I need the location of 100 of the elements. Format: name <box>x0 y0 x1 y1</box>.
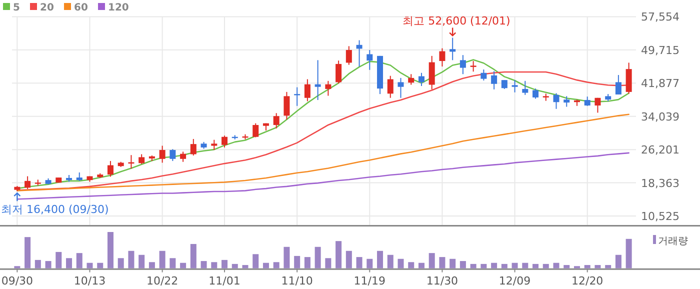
bar <box>460 261 466 268</box>
candlestick <box>626 62 632 94</box>
candlestick <box>553 92 560 110</box>
bar <box>418 262 424 268</box>
bar <box>232 264 238 268</box>
bar <box>107 232 114 268</box>
bar <box>512 262 518 268</box>
bar <box>408 262 414 268</box>
candlestick <box>439 48 446 68</box>
candlestick <box>594 97 601 114</box>
bar <box>148 262 155 268</box>
bar <box>76 253 82 268</box>
bar <box>24 237 31 268</box>
bar <box>262 262 269 268</box>
candlestick <box>470 60 476 72</box>
x-tick-label: 11/30 <box>426 274 458 288</box>
bar <box>170 258 176 268</box>
bar <box>428 253 435 268</box>
y-tick-label: 10,525 <box>641 210 680 223</box>
bar <box>501 264 508 268</box>
y-tick-label: 18,363 <box>641 176 680 190</box>
legend-label: 20 <box>40 2 54 14</box>
candlestick <box>564 96 570 108</box>
bar <box>532 264 539 268</box>
x-tick-label: 11/01 <box>208 274 240 288</box>
line-series <box>16 114 630 192</box>
candlestick <box>366 49 373 70</box>
bar <box>615 254 622 268</box>
x-tick-label: 11/10 <box>281 274 313 288</box>
bar <box>222 260 228 268</box>
candlestick <box>532 88 539 100</box>
candlestick <box>512 80 518 93</box>
bar <box>273 262 280 268</box>
y-tick-label: 49,715 <box>641 44 680 57</box>
candlestick <box>304 78 310 102</box>
bar <box>346 250 352 268</box>
bar <box>159 250 166 268</box>
bar <box>180 262 186 268</box>
bar <box>325 258 332 268</box>
annotation: 최고 52,600 (12/01) <box>402 14 510 28</box>
bar <box>97 262 104 268</box>
candlestick <box>325 80 332 96</box>
y-tick-label: 34,039 <box>641 110 680 124</box>
bar <box>56 252 62 268</box>
bar <box>190 244 196 268</box>
x-tick-label: 12/09 <box>498 274 531 288</box>
x-tick-label: 10/22 <box>146 274 178 288</box>
x-tick-label: 11/19 <box>354 274 386 288</box>
bar <box>553 262 560 268</box>
candlestick <box>418 72 424 87</box>
candlestick <box>107 160 114 178</box>
candlestick <box>450 37 456 61</box>
x-tick-label: 10/13 <box>74 274 106 288</box>
candlestick <box>273 112 280 129</box>
bar <box>584 265 590 268</box>
candlestick <box>428 55 435 90</box>
bar <box>45 261 52 268</box>
line-series <box>16 152 630 200</box>
bar <box>377 250 384 268</box>
bar <box>304 257 310 268</box>
bar <box>356 257 362 268</box>
candlestick <box>522 80 528 96</box>
annotation: 최저 16,400 (09/30) <box>1 203 109 216</box>
candlestick <box>398 77 404 98</box>
legend-label: 120 <box>108 2 129 14</box>
bar <box>252 254 259 268</box>
bar <box>118 258 124 268</box>
bar <box>66 258 72 268</box>
bar <box>211 262 218 268</box>
candlestick <box>138 154 145 164</box>
candlestick <box>460 54 466 75</box>
bar <box>294 256 300 268</box>
bar <box>86 262 93 268</box>
bar <box>626 238 632 268</box>
candlestick <box>356 40 362 68</box>
bar <box>439 257 446 268</box>
bar <box>314 246 321 268</box>
bar <box>470 264 476 268</box>
candlestick <box>314 60 321 100</box>
x-tick-label: 12/20 <box>572 274 604 288</box>
candlestick <box>491 70 498 90</box>
bar <box>605 265 612 268</box>
bar <box>336 241 342 268</box>
candlestick <box>159 145 166 164</box>
candlestick <box>584 96 590 106</box>
y-tick-label: 41,877 <box>641 77 680 90</box>
bar <box>450 258 456 268</box>
candlestick <box>222 135 228 148</box>
legend-label: 5 <box>13 2 20 14</box>
candlestick <box>336 60 342 84</box>
candlestick <box>480 68 487 81</box>
candlestick <box>170 148 176 162</box>
candlestick <box>294 86 300 106</box>
bar <box>138 254 145 268</box>
bar <box>284 246 290 268</box>
bar <box>491 262 498 268</box>
bar <box>200 261 207 268</box>
candlestick <box>387 75 394 98</box>
bar <box>128 250 134 268</box>
bar <box>522 262 528 268</box>
